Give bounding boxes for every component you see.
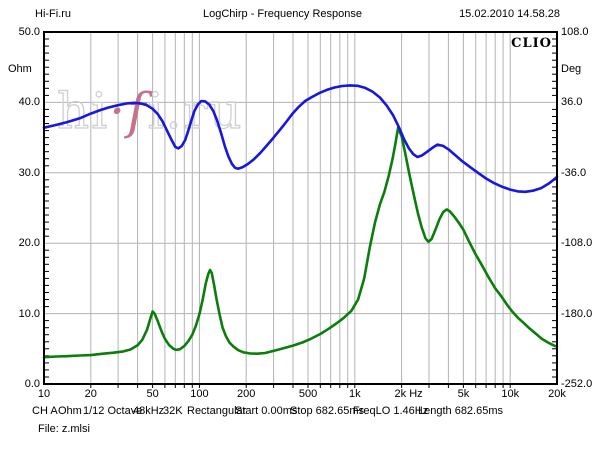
status-item: Ohm	[58, 405, 82, 417]
x-axis-tick-label: 5k	[457, 388, 470, 400]
x-axis-tick-label: 20	[84, 388, 97, 400]
status-item: CH A	[32, 405, 58, 417]
phase-curve	[42, 84, 559, 194]
x-axis-tick-label: 10	[37, 388, 51, 400]
right-axis-tick-label: -252.0	[561, 378, 593, 390]
x-axis-tick-label: 1k	[348, 388, 361, 400]
status-item: Stop 682.65ms	[290, 405, 364, 417]
hifi-ru-watermark: hi·fi.ru	[57, 82, 244, 140]
left-axis-tick-label: 50.0	[18, 26, 40, 38]
right-axis-tick-label: -36.0	[561, 166, 587, 179]
right-axis-tick-label: 36.0	[561, 96, 583, 109]
right-axis-tick-label: -108.0	[561, 237, 593, 250]
status-item: 48kHz	[133, 405, 165, 417]
status-item: Start 0.00ms	[235, 405, 298, 417]
page-title: LogChirp - Frequency Response	[203, 8, 362, 20]
left-axis-tick-label: 40.0	[18, 96, 40, 109]
left-axis-tick-label: 20.0	[18, 237, 40, 250]
status-item: FreqLO 1.46Hz	[353, 405, 429, 417]
left-axis-tick-label: 30.0	[18, 166, 40, 179]
x-axis-tick-label: 100	[190, 388, 209, 400]
axis-minor-ticks	[45, 38, 556, 388]
x-axis-tick-label: 10k	[501, 388, 520, 400]
x-axis-tick-label: 2k Hz	[394, 388, 423, 400]
x-axis-tick-label: 20k	[548, 388, 566, 400]
clio-logo: CLIO	[511, 36, 552, 51]
left-axis-tick-label: 10.0	[18, 307, 40, 320]
measurement-datetime: 15.02.2010 14.58.28	[459, 8, 560, 20]
status-item: Rectangular	[187, 405, 247, 417]
impedance-magnitude-curve	[42, 126, 559, 359]
right-axis-unit: Deg	[561, 63, 582, 75]
status-item: Length 682.65ms	[418, 405, 504, 417]
gridlines	[44, 32, 557, 384]
file-name-label: File: z.mlsi	[38, 423, 90, 435]
left-axis-unit: Ohm	[8, 63, 32, 75]
x-axis-tick-label: 50	[146, 388, 159, 400]
x-axis-tick-label: 200	[237, 388, 256, 400]
right-axis-tick-label: 108.0	[561, 26, 589, 38]
x-axis-tick-label: 500	[298, 388, 318, 400]
status-item: 1/12 Octave	[83, 405, 143, 417]
plot-border	[43, 31, 558, 385]
status-item: 32K	[163, 405, 183, 417]
source-label: Hi-Fi.ru	[35, 8, 72, 20]
left-axis-tick-label: 0.0	[24, 378, 40, 390]
right-axis-tick-label: -180.0	[561, 307, 593, 320]
